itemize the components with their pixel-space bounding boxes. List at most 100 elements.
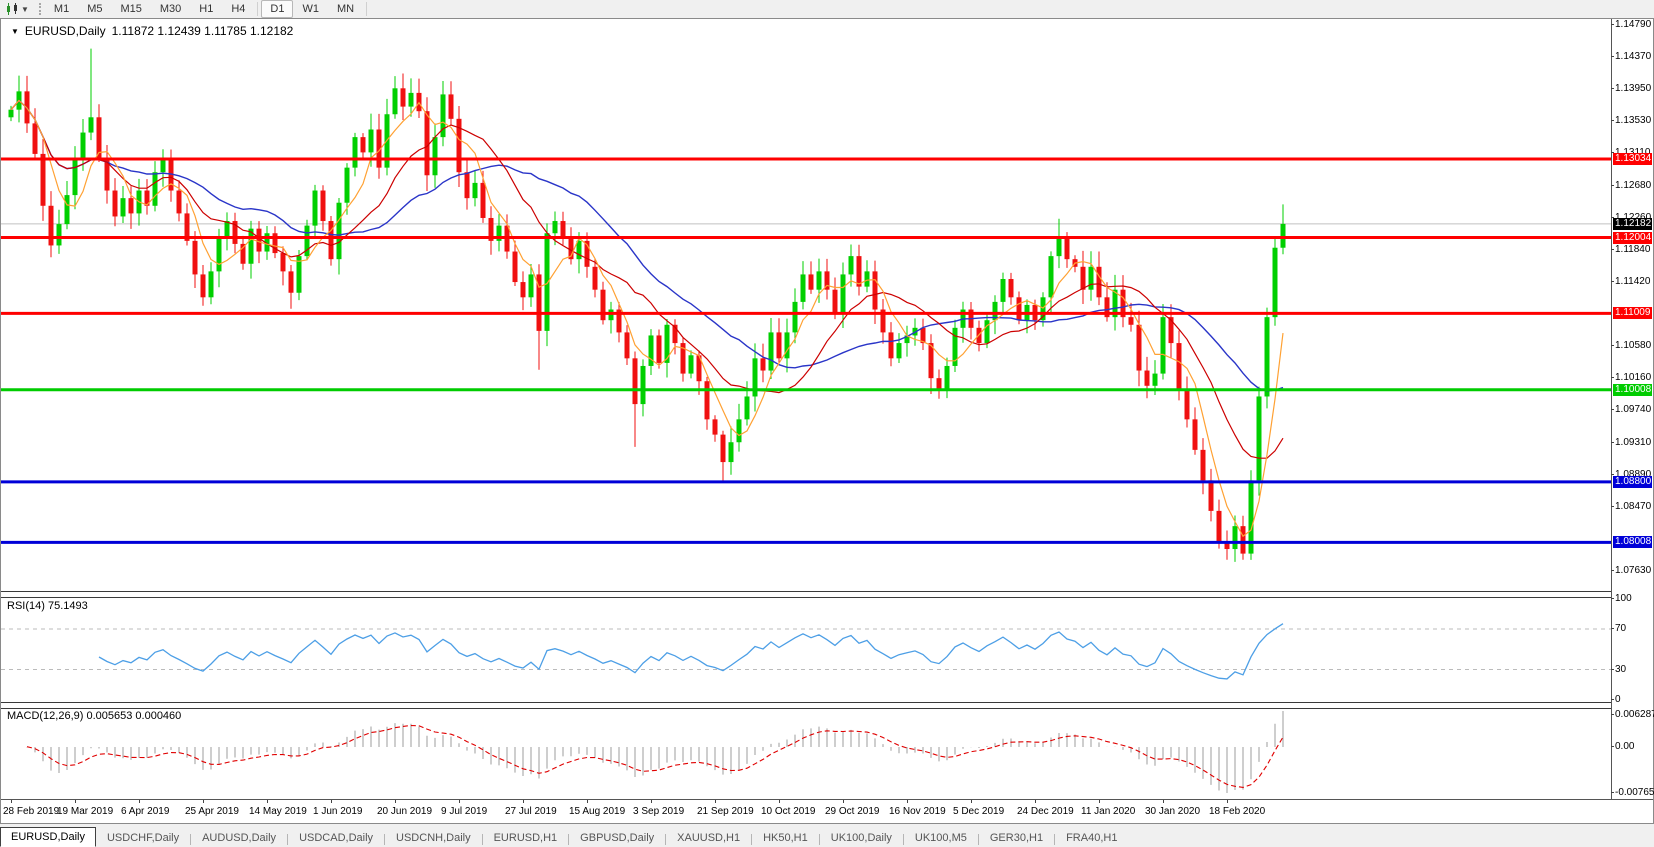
- date-axis-tick: [395, 800, 396, 803]
- date-axis-label: 30 Jan 2020: [1145, 806, 1201, 817]
- timeframe-button-mn[interactable]: MN: [336, 3, 355, 15]
- date-axis-label: 3 Sep 2019: [633, 806, 685, 817]
- date-axis-tick: [267, 800, 268, 803]
- chart-tabs-bar: EURUSD,Daily USDCHF,Daily AUDUSD,Daily USDC…: [0, 827, 1654, 847]
- price-axis-tick: 1.08470: [1610, 501, 1652, 513]
- collapse-chart-icon[interactable]: ▼: [11, 26, 19, 36]
- price-axis-tick: 1.14790: [1610, 19, 1652, 30]
- toolbar-separator: [366, 2, 368, 16]
- chart-tab-usdchf-daily[interactable]: USDCHF,Daily: [106, 832, 180, 844]
- rsi-axis-tick: 100: [1611, 592, 1632, 604]
- timeframe-button-m5[interactable]: M5: [87, 3, 103, 15]
- date-axis-tick: [1163, 800, 1164, 803]
- chart-tab-eurusd-daily[interactable]: EURUSD,Daily: [0, 827, 96, 847]
- price-level-badge: 1.13034: [1613, 152, 1652, 165]
- chart-tab-eurusd-h1[interactable]: EURUSD,H1: [493, 832, 558, 844]
- macd-axis-tick: -0.007658: [1610, 787, 1654, 798]
- price-axis-tick: 1.13950: [1610, 83, 1652, 95]
- date-axis-label: 15 Aug 2019: [569, 806, 626, 817]
- date-axis-label: 16 Nov 2019: [889, 806, 946, 817]
- date-axis-tick: [651, 800, 652, 803]
- chart-tab-gbpusd-daily[interactable]: GBPUSD,Daily: [580, 832, 655, 844]
- timeframe-button-m1[interactable]: M1: [53, 3, 70, 15]
- date-axis-label: 9 Jul 2019: [441, 806, 488, 817]
- tab-divider: [818, 834, 820, 845]
- date-axis-tick: [331, 800, 332, 803]
- chart-type-caret-icon[interactable]: ▼: [21, 4, 29, 14]
- date-axis-label: 21 Sep 2019: [697, 806, 754, 817]
- candlestick-chart-icon: [7, 3, 17, 15]
- macd-axis-tick: 0.006287: [1611, 709, 1654, 720]
- tab-divider: [568, 834, 570, 845]
- chart-tab-usdcad-daily[interactable]: USDCAD,Daily: [299, 832, 374, 844]
- tab-divider: [1054, 834, 1056, 845]
- panel-separator[interactable]: [1, 591, 1653, 598]
- timeframe-button-m30[interactable]: M30: [159, 3, 182, 15]
- chart-window: ▼ EURUSD,Daily 1.11872 1.12439 1.11785 1…: [0, 18, 1654, 824]
- date-axis-tick: [75, 800, 76, 803]
- timeframe-button-d1[interactable]: D1: [261, 0, 294, 18]
- chart-tab-uk100-m5[interactable]: UK100,M5: [914, 832, 967, 844]
- chart-ohlc-values: 1.11872 1.12439 1.11785 1.12182: [111, 24, 294, 38]
- date-axis-label: 24 Dec 2019: [1017, 806, 1074, 817]
- macd-chart-canvas[interactable]: [1, 707, 1611, 799]
- date-axis-tick: [971, 800, 972, 803]
- date-axis-tick: [11, 800, 12, 803]
- price-axis-tick: 1.10160: [1610, 372, 1652, 384]
- price-axis-tick: 1.11840: [1610, 244, 1651, 256]
- price-level-badge: 1.12004: [1613, 231, 1652, 244]
- panel-separator[interactable]: [1, 702, 1653, 709]
- price-level-badge: 1.12182: [1613, 217, 1652, 230]
- chart-tab-fra40-h1[interactable]: FRA40,H1: [1066, 832, 1118, 844]
- date-axis-tick: [203, 800, 204, 803]
- timeframe-button-w1[interactable]: W1: [302, 3, 319, 15]
- chart-tab-xauusd-h1[interactable]: XAUUSD,H1: [677, 832, 741, 844]
- chart-tab-uk100-daily[interactable]: UK100,Daily: [830, 832, 892, 844]
- price-axis[interactable]: 1.14790 1.14370 1.13950 1.13530 1.13110 1.126…: [1610, 19, 1654, 799]
- date-axis-label: 6 Apr 2019: [121, 806, 170, 817]
- timeframe-button-h4[interactable]: H4: [231, 3, 246, 15]
- timeframe-button-h1[interactable]: H1: [199, 3, 214, 15]
- chart-tab-audusd-daily[interactable]: AUDUSD,Daily: [202, 832, 277, 844]
- tab-divider: [287, 834, 289, 845]
- tab-divider: [665, 834, 667, 845]
- rsi-axis-tick: 70: [1610, 622, 1627, 634]
- tab-divider: [751, 834, 753, 845]
- price-axis-tick: 1.12260: [1610, 212, 1651, 223]
- date-axis-tick: [139, 800, 140, 803]
- price-axis-tick: 1.14370: [1610, 51, 1652, 63]
- date-axis-label: 18 Feb 2020: [1209, 806, 1266, 817]
- date-axis-label: 11 Jan 2020: [1081, 806, 1136, 817]
- date-axis[interactable]: 28 Feb 2019 19 Mar 2019 6 Apr 2019 25 Apr 2…: [1, 799, 1653, 823]
- chart-tab-usdcnh-daily[interactable]: USDCNH,Daily: [396, 832, 471, 844]
- tab-divider: [902, 834, 904, 845]
- rsi-indicator-label: RSI(14) 75.1493: [7, 600, 88, 612]
- chart-tab-ger30-h1[interactable]: GER30,H1: [989, 832, 1044, 844]
- date-axis-label: 1 Jun 2019: [313, 806, 363, 817]
- price-chart-canvas[interactable]: [1, 23, 1611, 591]
- rsi-chart-canvas[interactable]: [1, 596, 1611, 702]
- price-axis-tick: 1.13110: [1610, 147, 1650, 158]
- price-axis-tick: 1.13530: [1610, 115, 1652, 127]
- date-axis-label: 10 Oct 2019: [761, 806, 816, 817]
- price-level-badge: 1.08800: [1613, 475, 1652, 488]
- date-axis-label: 27 Jul 2019: [505, 806, 557, 817]
- price-level-badge: 1.11009: [1613, 307, 1652, 320]
- timeframe-toolbar: ▼ M1 M5 M15 M30 H1 H4 D1 W1 MN: [0, 0, 1654, 19]
- date-axis-tick: [1227, 800, 1228, 803]
- toolbar-grip[interactable]: [38, 3, 41, 15]
- date-axis-tick: [523, 800, 524, 803]
- chart-tab-hk50-h1[interactable]: HK50,H1: [763, 832, 808, 844]
- chart-type-button[interactable]: ▼: [0, 1, 35, 17]
- date-axis-label: 19 Mar 2019: [57, 806, 114, 817]
- date-axis-label: 25 Apr 2019: [185, 806, 239, 817]
- date-axis-label: 28 Feb 2019: [3, 806, 60, 817]
- timeframe-button-m15[interactable]: M15: [120, 3, 142, 15]
- date-axis-tick: [907, 800, 908, 803]
- date-axis-label: 5 Dec 2019: [953, 806, 1005, 817]
- chart-title: ▼ EURUSD,Daily 1.11872 1.12439 1.11785 1…: [11, 24, 293, 38]
- date-axis-label: 29 Oct 2019: [825, 806, 880, 817]
- chart-symbol-label: EURUSD,Daily: [24, 24, 106, 38]
- price-axis-tick: 1.10580: [1610, 340, 1652, 352]
- date-axis-label: 20 Jun 2019: [377, 806, 433, 817]
